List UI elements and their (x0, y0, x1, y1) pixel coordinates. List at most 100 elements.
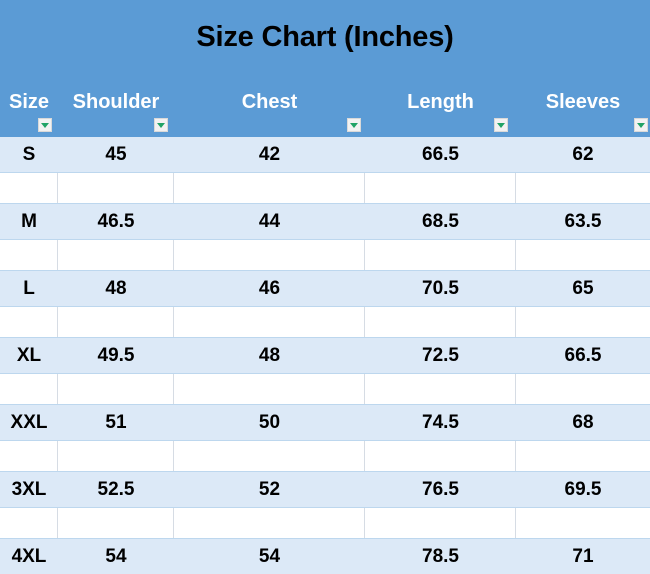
cell-size: 4XL (11, 546, 47, 567)
table-spacer-row (0, 306, 650, 338)
table-spacer-row (0, 172, 650, 204)
spacer-cell-size (0, 173, 58, 203)
table-spacer-row (0, 373, 650, 405)
spacer-cell-size (0, 441, 58, 471)
cell-shoulder: 45 (105, 144, 127, 165)
table-header-row: Size Shoulder Chest Length Sleeves (0, 88, 650, 137)
cell-length: 76.5 (422, 479, 459, 500)
cell-sleeves: 69.5 (564, 479, 602, 500)
table-row: L 48 46 70.5 65 (0, 271, 650, 306)
cell-length: 66.5 (422, 144, 459, 165)
spacer-cell-sleeves (516, 173, 650, 203)
spacer-cell-size (0, 508, 58, 538)
spacer-cell-shoulder (58, 374, 174, 404)
column-header-label: Sleeves (545, 91, 621, 113)
chevron-down-icon (157, 123, 165, 128)
cell-shoulder: 54 (105, 546, 127, 567)
column-header-length: Length (365, 88, 516, 137)
column-header-label: Shoulder (72, 91, 160, 113)
cell-chest: 44 (258, 211, 281, 232)
cell-chest: 50 (258, 412, 281, 433)
chevron-down-icon (497, 123, 505, 128)
cell-sleeves: 65 (572, 278, 594, 299)
spacer-cell-length (365, 240, 516, 270)
column-header-label: Length (407, 91, 474, 113)
spacer-cell-chest (174, 374, 365, 404)
column-header-label: Chest (241, 91, 298, 113)
cell-chest: 52 (258, 479, 281, 500)
filter-dropdown-icon-shoulder[interactable] (154, 118, 168, 132)
spacer-cell-length (365, 307, 516, 337)
spacer-cell-size (0, 240, 58, 270)
cell-chest: 54 (258, 546, 281, 567)
cell-size: S (22, 144, 36, 165)
page-title: Size Chart (Inches) (196, 21, 454, 53)
spacer-cell-sleeves (516, 374, 650, 404)
cell-shoulder: 52.5 (97, 479, 135, 500)
cell-length: 68.5 (422, 211, 459, 232)
cell-sleeves: 68 (572, 412, 594, 433)
cell-length: 72.5 (422, 345, 459, 366)
table-row: XXL 51 50 74.5 68 (0, 405, 650, 440)
cell-sleeves: 66.5 (564, 345, 602, 366)
column-header-chest: Chest (174, 88, 365, 137)
table-row: 4XL 54 54 78.5 71 (0, 539, 650, 574)
table-spacer-row (0, 507, 650, 539)
cell-shoulder: 48 (105, 278, 127, 299)
spacer-cell-chest (174, 441, 365, 471)
cell-sleeves: 63.5 (564, 211, 602, 232)
column-header-size: Size (0, 88, 58, 137)
spacer-cell-shoulder (58, 307, 174, 337)
spacer-cell-chest (174, 508, 365, 538)
column-header-sleeves: Sleeves (516, 88, 650, 137)
cell-shoulder: 46.5 (97, 211, 135, 232)
cell-chest: 46 (258, 278, 281, 299)
table-spacer-row (0, 239, 650, 271)
table-row: 3XL 52.5 52 76.5 69.5 (0, 472, 650, 507)
cell-size: XXL (10, 412, 48, 433)
column-header-label: Size (8, 91, 50, 113)
cell-chest: 48 (258, 345, 281, 366)
cell-sleeves: 62 (572, 144, 594, 165)
table-row: S 45 42 66.5 62 (0, 137, 650, 172)
spacer-cell-length (365, 508, 516, 538)
cell-size: 3XL (11, 479, 47, 500)
spacer-cell-length (365, 441, 516, 471)
chevron-down-icon (637, 123, 645, 128)
cell-shoulder: 49.5 (97, 345, 135, 366)
spacer-cell-chest (174, 307, 365, 337)
cell-sleeves: 71 (572, 546, 594, 567)
title-band: Size Chart (Inches) (0, 0, 650, 88)
filter-dropdown-icon-length[interactable] (494, 118, 508, 132)
spacer-cell-sleeves (516, 307, 650, 337)
spacer-cell-shoulder (58, 441, 174, 471)
filter-dropdown-icon-sleeves[interactable] (634, 118, 648, 132)
spacer-cell-sleeves (516, 441, 650, 471)
spacer-cell-shoulder (58, 508, 174, 538)
cell-shoulder: 51 (105, 412, 127, 433)
spacer-cell-chest (174, 240, 365, 270)
cell-size: M (21, 211, 37, 232)
cell-length: 74.5 (422, 412, 459, 433)
chevron-down-icon (350, 123, 358, 128)
spacer-cell-sleeves (516, 240, 650, 270)
filter-dropdown-icon-chest[interactable] (347, 118, 361, 132)
cell-chest: 42 (258, 144, 281, 165)
cell-length: 70.5 (422, 278, 459, 299)
spacer-cell-chest (174, 173, 365, 203)
cell-length: 78.5 (422, 546, 459, 567)
spacer-cell-sleeves (516, 508, 650, 538)
spacer-cell-size (0, 374, 58, 404)
spacer-cell-length (365, 374, 516, 404)
spacer-cell-shoulder (58, 173, 174, 203)
table-row: XL 49.5 48 72.5 66.5 (0, 338, 650, 373)
spacer-cell-shoulder (58, 240, 174, 270)
filter-dropdown-icon-size[interactable] (38, 118, 52, 132)
cell-size: XL (16, 345, 42, 366)
table-row: M 46.5 44 68.5 63.5 (0, 204, 650, 239)
column-header-shoulder: Shoulder (58, 88, 174, 137)
table-spacer-row (0, 440, 650, 472)
table-body: S 45 42 66.5 62 M 46.5 44 68.5 63.5 L 48 46 70.5 65 XL 4… (0, 137, 650, 574)
cell-size: L (23, 278, 35, 299)
